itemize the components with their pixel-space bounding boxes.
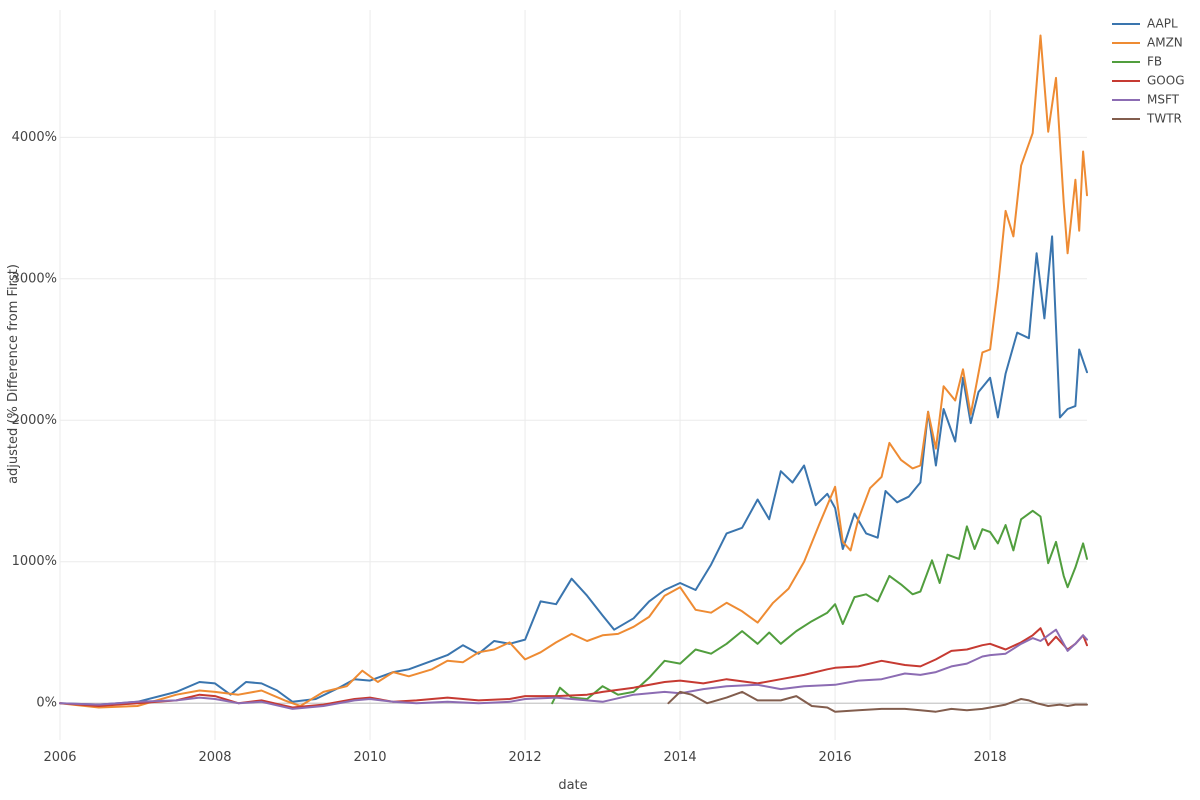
y-tick-label: 2000% xyxy=(12,413,57,428)
legend-label: TWTR xyxy=(1146,112,1182,126)
series-line-fb xyxy=(551,509,1088,705)
series-line-msft xyxy=(59,628,1088,710)
x-tick-label: 2012 xyxy=(509,750,542,765)
legend-label: FB xyxy=(1147,55,1162,69)
series-line-amzn xyxy=(59,34,1088,709)
series-line-goog xyxy=(59,627,1088,709)
legend-item-msft[interactable]: MSFT xyxy=(1112,93,1180,107)
legend-item-amzn[interactable]: AMZN xyxy=(1112,36,1183,50)
legend-label: GOOG xyxy=(1147,74,1185,88)
series-line-twtr xyxy=(667,690,1088,713)
legend-label: AAPL xyxy=(1147,17,1178,31)
legend-item-fb[interactable]: FB xyxy=(1112,55,1162,69)
legend-item-goog[interactable]: GOOG xyxy=(1112,74,1185,88)
legend-item-aapl[interactable]: AAPL xyxy=(1112,17,1178,31)
legend-label: AMZN xyxy=(1147,36,1183,50)
y-axis-title: adjusted (% Difference from First) xyxy=(6,264,21,484)
x-axis-title: date xyxy=(558,778,587,793)
y-axis-ticks: 0% 1000% 2000% 3000% 4000% xyxy=(12,130,57,711)
x-tick-label: 2014 xyxy=(664,750,697,765)
x-axis-ticks: 2006 2008 2010 2012 2014 2016 2018 xyxy=(43,750,1006,765)
legend-item-twtr[interactable]: TWTR xyxy=(1112,112,1182,126)
x-tick-label: 2016 xyxy=(819,750,852,765)
x-tick-label: 2008 xyxy=(198,750,231,765)
legend-label: MSFT xyxy=(1147,93,1180,107)
y-tick-label: 0% xyxy=(36,696,57,711)
y-tick-label: 3000% xyxy=(12,271,57,286)
series-line-aapl xyxy=(59,235,1088,706)
grid xyxy=(59,10,1087,740)
y-tick-label: 4000% xyxy=(12,130,57,145)
x-tick-label: 2006 xyxy=(43,750,76,765)
x-tick-label: 2018 xyxy=(974,750,1007,765)
legend: AAPL AMZN FB GOOG MSFT TWTR xyxy=(1112,17,1185,126)
x-tick-label: 2010 xyxy=(353,750,386,765)
series-lines xyxy=(59,34,1088,713)
y-tick-label: 1000% xyxy=(12,554,57,569)
